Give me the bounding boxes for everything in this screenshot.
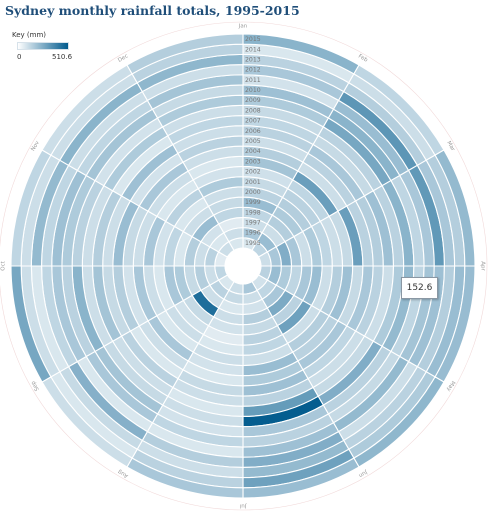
year-label-1997: 1997 <box>245 220 261 227</box>
year-label-2015: 2015 <box>245 36 261 43</box>
year-label-2013: 2013 <box>245 56 261 63</box>
year-label-2006: 2006 <box>245 128 261 135</box>
year-label-2008: 2008 <box>245 107 261 114</box>
year-label-2011: 2011 <box>245 77 261 84</box>
value-tooltip: 152.6 <box>401 277 438 299</box>
key-max-label: 510.6 <box>52 53 73 61</box>
month-label-apr: Apr <box>480 261 486 271</box>
cell-dec-2015[interactable] <box>126 33 244 75</box>
month-label-oct: Oct <box>1 260 7 270</box>
year-label-2003: 2003 <box>245 158 261 165</box>
year-label-1996: 1996 <box>245 230 261 237</box>
month-label-may: May <box>445 379 456 392</box>
year-label-2000: 2000 <box>245 189 261 196</box>
month-label-jan: Jan <box>238 24 248 30</box>
key-gradient-bar <box>17 42 69 50</box>
month-label-feb: Feb <box>357 54 369 64</box>
year-label-1995: 1995 <box>245 240 261 247</box>
year-label-2009: 2009 <box>245 97 261 104</box>
month-label-dec: Dec <box>117 53 129 64</box>
year-label-2010: 2010 <box>245 87 261 94</box>
color-key: Key (mm) 0 510.6 <box>12 31 82 61</box>
outer-guide-circle <box>0 21 488 511</box>
month-label-mar: Mar <box>445 140 456 153</box>
key-title: Key (mm) <box>12 31 47 39</box>
month-label-sep: Sep <box>30 379 41 391</box>
year-label-2004: 2004 <box>245 148 261 155</box>
chart-title: Sydney monthly rainfall totals, 1995-201… <box>5 3 300 18</box>
year-label-2002: 2002 <box>245 169 261 176</box>
month-label-aug: Aug <box>117 468 129 479</box>
year-label-2014: 2014 <box>245 46 261 53</box>
key-min-label: 0 <box>17 53 22 61</box>
year-label-1998: 1998 <box>245 209 261 216</box>
year-label-2005: 2005 <box>245 138 261 145</box>
year-label-2012: 2012 <box>245 67 261 74</box>
month-label-jun: Jun <box>357 468 369 478</box>
month-label-nov: Nov <box>30 139 41 152</box>
month-label-jul: Jul <box>239 503 247 509</box>
year-label-1999: 1999 <box>245 199 261 206</box>
year-label-2001: 2001 <box>245 179 261 186</box>
year-label-2007: 2007 <box>245 118 261 125</box>
